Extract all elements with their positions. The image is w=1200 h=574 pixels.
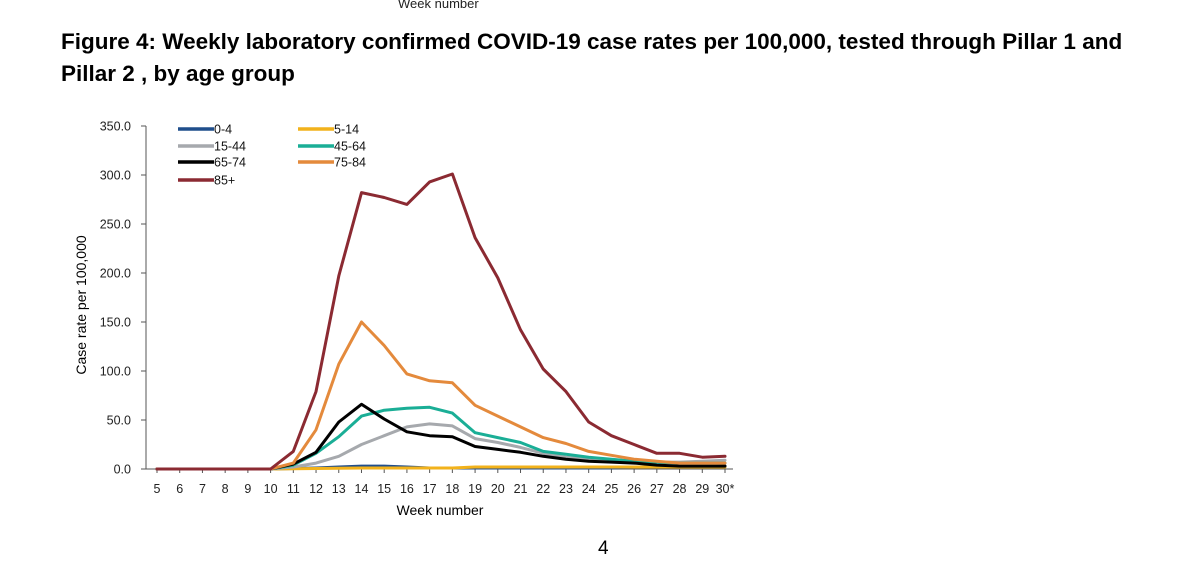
legend-label: 5-14 xyxy=(334,123,359,137)
x-tick-label: 6 xyxy=(176,482,183,496)
x-tick-label: 29 xyxy=(695,482,709,496)
x-tick-label: 10 xyxy=(264,482,278,496)
x-tick-label: 14 xyxy=(355,482,369,496)
series-line-85+ xyxy=(155,172,727,471)
x-tick-label: 20 xyxy=(491,482,505,496)
x-tick-label: 21 xyxy=(514,482,528,496)
legend-label: 75-84 xyxy=(334,156,366,170)
x-tick-label: 8 xyxy=(222,482,229,496)
legend-label: 0-4 xyxy=(214,123,232,137)
x-tick-label: 25 xyxy=(604,482,618,496)
x-tick-label: 23 xyxy=(559,482,573,496)
legend-label: 85+ xyxy=(214,174,235,188)
x-axis-label: Week number xyxy=(397,502,484,518)
x-tick-label: 18 xyxy=(445,482,459,496)
y-tick-label: 100.0 xyxy=(100,365,131,379)
x-tick-label: 13 xyxy=(332,482,346,496)
x-tick-label: 7 xyxy=(199,482,206,496)
x-tick-label: 16 xyxy=(400,482,414,496)
y-tick-label: 150.0 xyxy=(100,316,131,330)
y-tick-label: 200.0 xyxy=(100,267,131,281)
chart-legend: 0-4 15-44 65-74 85+ 5-14 45-64 75-84 xyxy=(178,123,366,188)
figure-title: Figure 4: Weekly laboratory confirmed CO… xyxy=(61,29,1123,86)
y-tick-label: 0.0 xyxy=(114,463,131,477)
y-axis-label: Case rate per 100,000 xyxy=(73,235,89,375)
x-tick-label: 30* xyxy=(716,482,735,496)
y-tick-label: 350.0 xyxy=(100,120,131,134)
top-axis-label: Week number xyxy=(398,0,479,11)
x-tick-label: 19 xyxy=(468,482,482,496)
y-tick-label: 250.0 xyxy=(100,218,131,232)
x-tick-label: 22 xyxy=(536,482,550,496)
legend-label: 45-64 xyxy=(334,140,366,154)
x-tick-label: 28 xyxy=(673,482,687,496)
page-number: 4 xyxy=(598,538,609,559)
x-tick-label: 27 xyxy=(650,482,664,496)
legend-label: 15-44 xyxy=(214,140,246,154)
chart-axes: 0.0 50.0 100.0 150.0 200.0 250.0 300.0 350.0 5 6 7… xyxy=(100,120,735,497)
legend-label: 65-74 xyxy=(214,156,246,170)
y-tick-label: 50.0 xyxy=(107,414,131,428)
x-tick-label: 26 xyxy=(627,482,641,496)
x-tick-label: 11 xyxy=(287,482,300,496)
y-tick-label: 300.0 xyxy=(100,169,131,183)
x-tick-label: 12 xyxy=(309,482,323,496)
x-tick-label: 24 xyxy=(582,482,596,496)
x-tick-label: 9 xyxy=(244,482,251,496)
x-tick-label: 15 xyxy=(377,482,391,496)
x-tick-label: 5 xyxy=(154,482,161,496)
x-tick-label: 17 xyxy=(423,482,437,496)
chart-series-lines xyxy=(155,172,727,471)
